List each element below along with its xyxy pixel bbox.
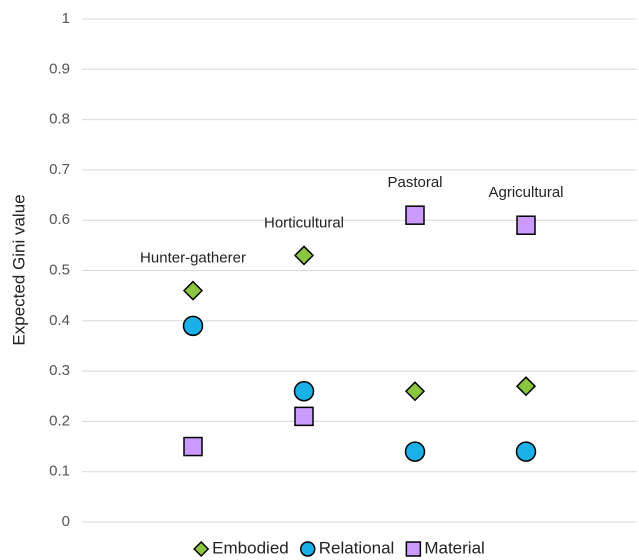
point [404, 381, 426, 402]
y-tick-label: 0 [62, 513, 70, 530]
y-tick-label: 0.4 [49, 312, 70, 329]
point [516, 215, 536, 235]
legend-marker [193, 540, 210, 558]
legend-label: Relational [319, 538, 395, 557]
y-tick-label: 1 [62, 10, 70, 27]
category-label: Pastoral [387, 174, 442, 191]
y-tick-label: 0.9 [49, 60, 70, 77]
point [515, 441, 537, 462]
point [515, 376, 537, 397]
point [405, 205, 425, 225]
legend-label: Material [424, 538, 484, 557]
category-label: Hunter-gatherer [140, 250, 246, 267]
y-tick-label: 0.8 [49, 111, 70, 128]
y-tick-label: 0.5 [49, 261, 70, 278]
category-label: Agricultural [488, 184, 563, 201]
point [404, 441, 426, 462]
point [183, 436, 203, 457]
y-tick-label: 0.2 [49, 412, 70, 429]
y-tick-label: 0.1 [49, 463, 70, 480]
point [182, 280, 204, 301]
legend: Embodied Relational Material [193, 538, 485, 558]
point [293, 380, 315, 402]
point [293, 245, 315, 266]
y-tick-label: 0.6 [49, 211, 70, 228]
y-tick-label: 0.7 [49, 161, 70, 178]
legend-marker [299, 541, 316, 557]
y-tick-label: 0.3 [49, 362, 70, 379]
y-axis-label: Expected Gini value [9, 194, 28, 345]
legend-marker [405, 541, 422, 557]
category-label: Horticultural [264, 214, 344, 231]
legend-label: Embodied [212, 538, 289, 557]
point [182, 315, 204, 337]
point [294, 406, 314, 427]
